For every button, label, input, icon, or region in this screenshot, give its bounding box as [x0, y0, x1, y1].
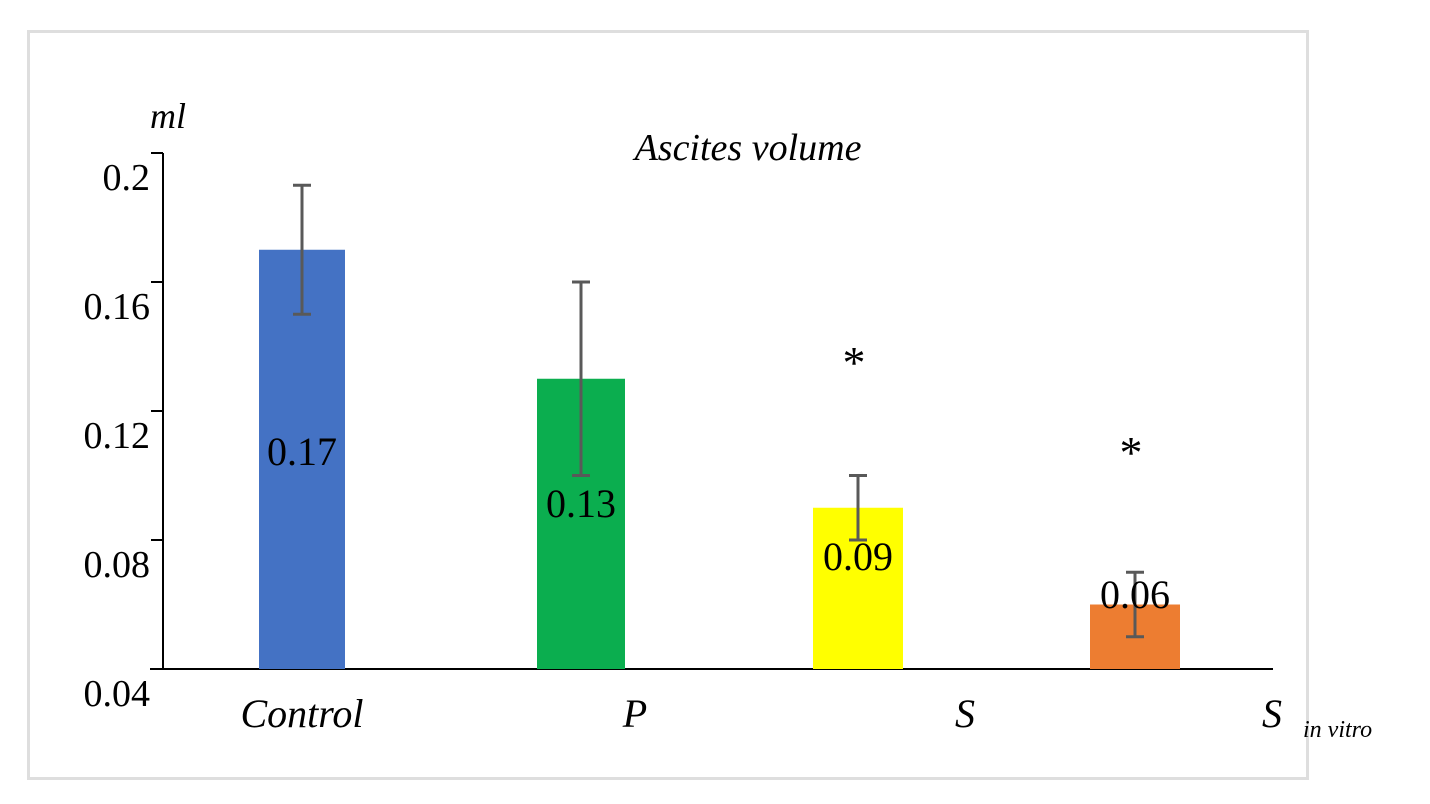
bars: 0.17 0.13 0.09 * 0.06 * [259, 183, 1180, 669]
y-tick-label: 0.04 [84, 673, 151, 715]
y-axis-label: ml [150, 96, 186, 136]
bar-value-label: 0.13 [546, 481, 616, 526]
y-tick-label: 0.08 [84, 544, 151, 586]
x-tick-label: S [1262, 691, 1282, 736]
bar-value-label: 0.09 [823, 534, 893, 579]
significance-marker: * [1120, 427, 1143, 478]
bar-value-label: 0.17 [267, 429, 337, 474]
significance-marker: * [843, 337, 866, 388]
y-tick-label: 0.12 [84, 415, 151, 457]
x-tick-label: S [955, 691, 975, 736]
x-tick-label-subscript: in vitro [1303, 717, 1372, 743]
chart-title: Ascites volume [632, 127, 862, 169]
x-tick-label: Control [241, 691, 364, 736]
bar-0 [259, 249, 345, 669]
bar-value-label: 0.06 [1100, 572, 1170, 617]
chart-frame [27, 30, 1309, 780]
y-tick-label: 0.16 [84, 286, 151, 328]
x-tick-label: P [622, 691, 647, 736]
y-tick-label: 0.2 [103, 157, 151, 199]
y-axis-ticks: 0.2 0.16 0.12 0.08 0.04 [84, 152, 163, 715]
